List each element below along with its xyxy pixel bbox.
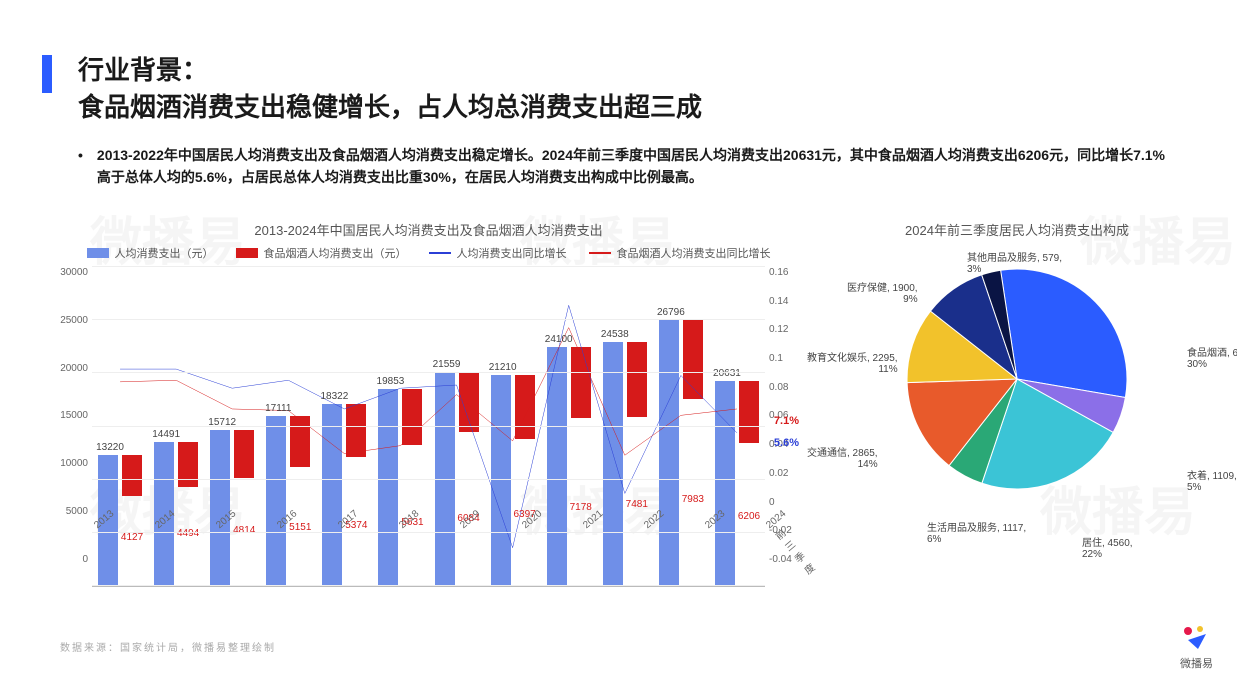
pie-slice-label: 生活用品及服务, 1117,6% (927, 519, 1026, 545)
legend-swatch-bar1 (87, 248, 109, 258)
pie-slice-label: 食品烟酒, 6206,30% (1187, 344, 1237, 370)
legend-label-bar2: 食品烟酒人均消费支出（元） (264, 245, 407, 261)
bullet-block: • 2013-2022年中国居民人均消费支出及食品烟酒人均消费支出稳定增长。20… (78, 145, 1177, 188)
pie-slice-label: 交通通信, 2865,14% (807, 444, 878, 470)
legend-label-line2: 食品烟酒人均消费支出同比增长 (617, 245, 771, 261)
legend-swatch-bar2 (236, 248, 258, 258)
bullet-text: 2013-2022年中国居民人均消费支出及食品烟酒人均消费支出稳定增长。2024… (97, 145, 1177, 188)
brand-text: 微播易 (1180, 658, 1213, 670)
combo-legend: 人均消费支出（元） 食品烟酒人均消费支出（元） 人均消费支出同比增长 食品烟酒人… (50, 245, 807, 261)
title-line2-a: 食品烟酒消费支出稳健增长，占人均总消费支出 (78, 92, 624, 122)
y-axis-left: 300002500020000150001000050000 (50, 267, 92, 587)
legend-label-line1: 人均消费支出同比增长 (457, 245, 567, 261)
combo-chart: 2013-2024年中国居民人均消费支出及食品烟酒人均消费支出 人均消费支出（元… (50, 220, 807, 587)
combo-chart-body: 300002500020000150001000050000 132204127… (50, 267, 807, 587)
legend-swatch-line1 (429, 252, 451, 254)
bullet-dot: • (78, 145, 83, 188)
legend-swatch-line2 (589, 252, 611, 254)
pie-slice-label: 其他用品及服务, 579,3% (967, 249, 1062, 275)
pie-slice-label: 教育文化娱乐, 2295,11% (807, 349, 898, 375)
pie-slice-label: 医疗保健, 1900,9% (847, 279, 918, 305)
x-axis: 2013201420152016201720182019202020212022… (92, 522, 765, 593)
title-line1: 行业背景： (78, 50, 1197, 87)
line1-end-label: 5.6% (774, 437, 799, 449)
title-line2-b: 超三成 (624, 92, 702, 122)
combo-chart-title: 2013-2024年中国居民人均消费支出及食品烟酒人均消费支出 (50, 220, 807, 239)
pie-slice-label: 衣着, 1109,5% (1187, 467, 1237, 493)
title-accent (42, 55, 52, 93)
y-axis-right: 0.160.140.120.10.080.060.040.020-0.02-0.… (765, 267, 807, 587)
line2-end-label: 7.1% (774, 415, 799, 427)
legend-label-bar1: 人均消费支出（元） (115, 245, 214, 261)
title-block: 行业背景： 食品烟酒消费支出稳健增长，占人均总消费支出超三成 (78, 50, 1197, 124)
pie-chart: 2024年前三季度居民人均消费支出构成 食品烟酒, 6206,30%衣着, 11… (827, 220, 1207, 587)
pie-wrap: 食品烟酒, 6206,30%衣着, 1109,5%居住, 4560,22%生活用… (887, 249, 1147, 509)
brand-logo: 微播易 (1180, 623, 1213, 671)
pie-slice-label: 居住, 4560,22% (1082, 534, 1133, 560)
data-source: 数据来源：国家统计局，微播易整理绘制 (60, 639, 276, 654)
pie-chart-title: 2024年前三季度居民人均消费支出构成 (827, 220, 1207, 239)
